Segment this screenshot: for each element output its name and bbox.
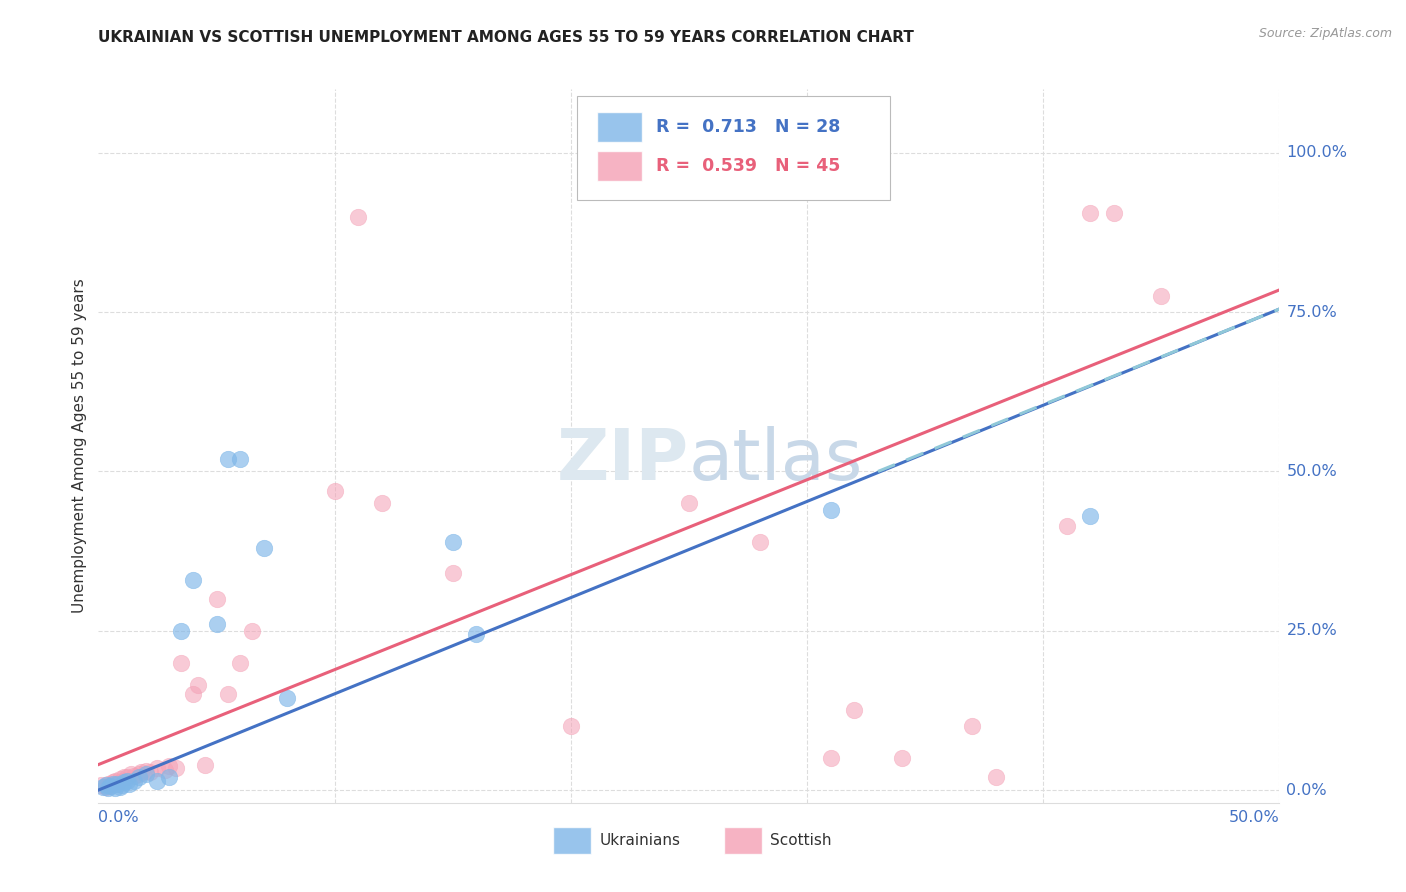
Text: R =  0.539   N = 45: R = 0.539 N = 45 [655, 157, 841, 175]
Bar [596, 152, 641, 181]
Point [90, 778, 112, 792]
Point [984, 770, 1007, 784]
Point [146, 773, 169, 788]
Point [217, 451, 239, 466]
Point [205, 617, 228, 632]
Point [108, 780, 131, 794]
Point [105, 777, 128, 791]
Point [170, 624, 193, 638]
Text: 0.0%: 0.0% [1286, 782, 1327, 797]
Point [187, 678, 209, 692]
Text: UKRAINIAN VS SCOTTISH UNEMPLOYMENT AMONG AGES 55 TO 59 YEARS CORRELATION CHART: UKRAINIAN VS SCOTTISH UNEMPLOYMENT AMONG… [98, 29, 914, 45]
Point [170, 656, 193, 670]
Point [101, 775, 124, 789]
Point [1150, 289, 1173, 303]
Point [890, 751, 912, 765]
Point [1056, 518, 1078, 533]
Point [560, 719, 582, 733]
Point [441, 566, 464, 581]
Point [115, 773, 138, 788]
Text: 50.0%: 50.0% [1229, 810, 1279, 825]
Point [1080, 206, 1102, 220]
Point [181, 573, 204, 587]
Point [111, 773, 134, 788]
Point [194, 757, 217, 772]
Point [121, 767, 143, 781]
Point [240, 624, 263, 638]
Text: 50.0%: 50.0% [1286, 464, 1337, 479]
Point [276, 690, 298, 705]
Y-axis label: Unemployment Among Ages 55 to 59 years: Unemployment Among Ages 55 to 59 years [72, 278, 87, 614]
Point [153, 763, 176, 777]
Text: Ukrainians: Ukrainians [599, 833, 681, 848]
Point [122, 769, 145, 783]
Point [128, 770, 150, 784]
Text: 75.0%: 75.0% [1286, 305, 1337, 319]
Point [122, 773, 145, 788]
Point [98, 779, 121, 793]
Text: Source: ZipAtlas.com: Source: ZipAtlas.com [1258, 27, 1392, 40]
Point [205, 591, 228, 606]
Text: 25.0%: 25.0% [1286, 624, 1337, 639]
Point [962, 719, 984, 733]
Point [465, 627, 488, 641]
Point [118, 777, 141, 791]
Point [165, 761, 187, 775]
Point [135, 764, 157, 778]
Point [98, 778, 121, 792]
Point [371, 496, 394, 510]
Bar [724, 827, 762, 855]
Text: Scottish: Scottish [770, 833, 832, 848]
Text: ZIP: ZIP [557, 425, 689, 495]
Point [97, 777, 120, 791]
Point [104, 773, 127, 788]
Point [844, 703, 866, 717]
Point [157, 759, 180, 773]
Point [94, 780, 117, 794]
Text: 0.0%: 0.0% [98, 810, 139, 825]
Bar [553, 827, 591, 855]
Point [820, 751, 842, 765]
Point [115, 770, 138, 784]
Point [97, 780, 120, 795]
Text: R =  0.713   N = 28: R = 0.713 N = 28 [655, 118, 841, 136]
Point [1080, 509, 1102, 524]
Point [101, 777, 124, 791]
Point [105, 777, 128, 791]
Point [157, 770, 180, 784]
Point [94, 778, 117, 792]
Point [820, 502, 842, 516]
Point [748, 534, 770, 549]
Text: 100.0%: 100.0% [1286, 145, 1347, 161]
Point [253, 541, 276, 555]
Point [128, 767, 150, 781]
Point [111, 778, 134, 792]
Point [1102, 206, 1125, 220]
Point [229, 656, 252, 670]
Point [129, 765, 152, 780]
Point [229, 451, 252, 466]
Point [91, 780, 114, 794]
Point [135, 767, 157, 781]
Point [181, 688, 204, 702]
Point [323, 483, 346, 498]
Point [217, 688, 239, 702]
Point [108, 772, 131, 786]
Point [112, 775, 135, 789]
Point [139, 765, 162, 780]
Point [146, 761, 169, 775]
Point [347, 210, 370, 224]
Bar [596, 112, 641, 142]
Point [104, 781, 127, 796]
Point [441, 534, 464, 549]
Point [112, 770, 135, 784]
Point [678, 496, 700, 510]
Text: atlas: atlas [689, 425, 863, 495]
FancyBboxPatch shape [576, 96, 890, 200]
